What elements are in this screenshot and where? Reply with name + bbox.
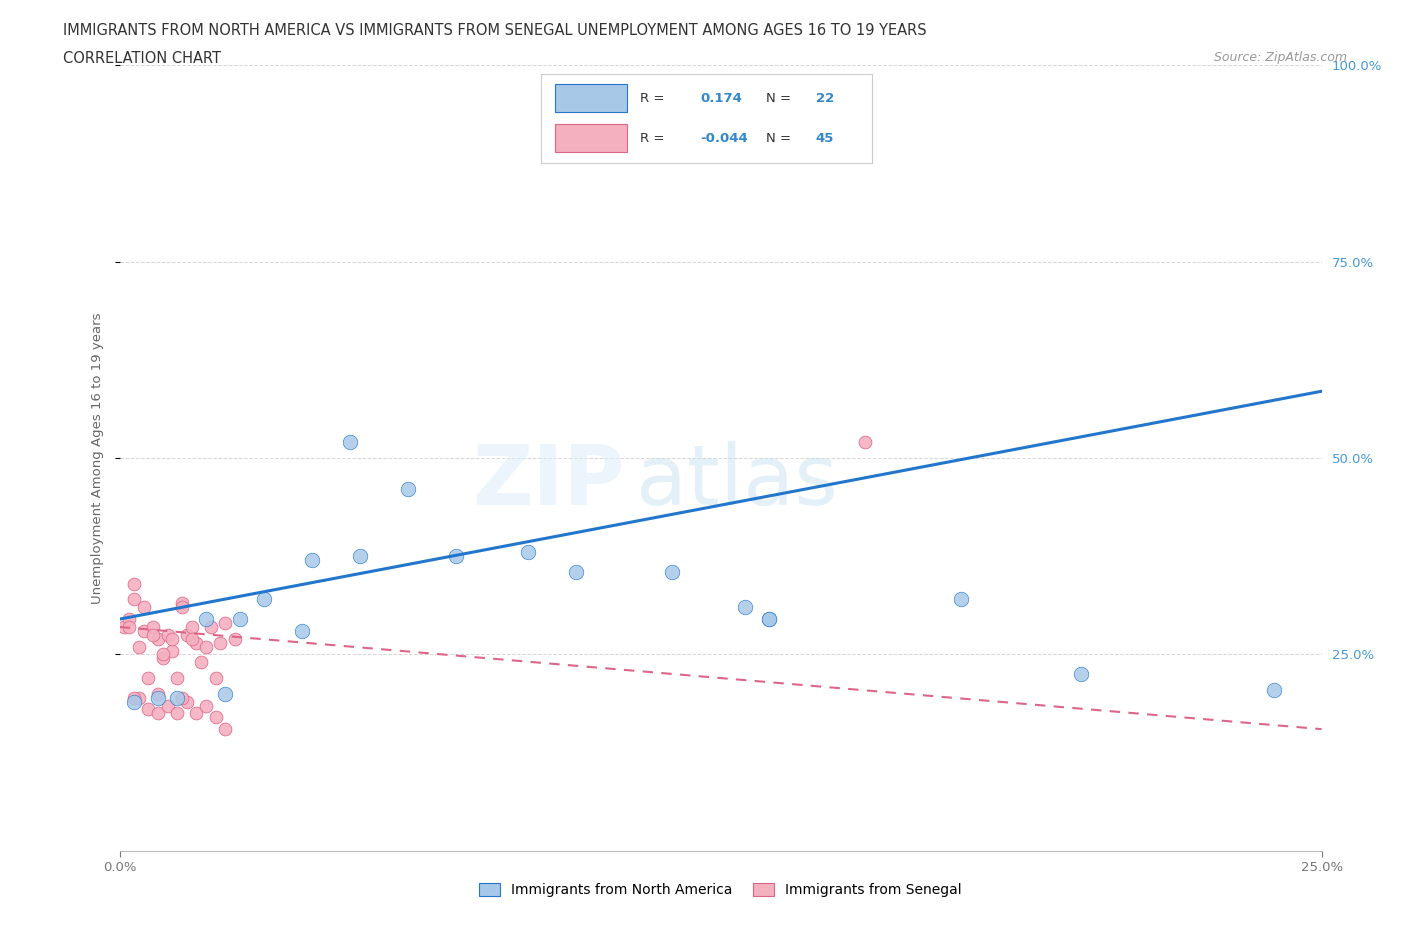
Text: Source: ZipAtlas.com: Source: ZipAtlas.com xyxy=(1213,51,1347,64)
Point xyxy=(132,600,155,615)
FancyBboxPatch shape xyxy=(554,124,627,153)
Point xyxy=(142,628,165,643)
Text: R =: R = xyxy=(641,92,665,105)
Point xyxy=(118,612,141,627)
Point xyxy=(186,706,208,721)
Text: IMMIGRANTS FROM NORTH AMERICA VS IMMIGRANTS FROM SENEGAL UNEMPLOYMENT AMONG AGES: IMMIGRANTS FROM NORTH AMERICA VS IMMIGRA… xyxy=(63,23,927,38)
Point xyxy=(1070,667,1092,682)
Point xyxy=(195,639,218,654)
Point xyxy=(142,619,165,634)
Point xyxy=(444,549,467,564)
Point xyxy=(214,722,236,737)
Point xyxy=(122,577,145,591)
Point xyxy=(138,702,160,717)
Legend: Immigrants from North America, Immigrants from Senegal: Immigrants from North America, Immigrant… xyxy=(474,877,967,903)
Point xyxy=(180,619,202,634)
Point xyxy=(176,694,198,709)
Point xyxy=(853,435,876,450)
Point xyxy=(195,698,218,713)
Point xyxy=(758,612,780,627)
Text: atlas: atlas xyxy=(637,441,838,522)
Point xyxy=(1263,683,1285,698)
Point xyxy=(146,631,169,646)
Point xyxy=(349,549,371,564)
Point xyxy=(758,612,780,627)
Point xyxy=(166,671,188,685)
Y-axis label: Unemployment Among Ages 16 to 19 years: Unemployment Among Ages 16 to 19 years xyxy=(90,312,104,604)
Point xyxy=(122,690,145,705)
Point xyxy=(166,706,188,721)
Point xyxy=(734,600,756,615)
Point xyxy=(214,616,236,631)
Point xyxy=(396,482,419,497)
Point xyxy=(156,698,179,713)
Point xyxy=(176,628,198,643)
Text: CORRELATION CHART: CORRELATION CHART xyxy=(63,51,221,66)
Point xyxy=(209,635,232,650)
Point xyxy=(253,592,276,607)
Point xyxy=(146,706,169,721)
Point xyxy=(565,565,588,579)
Text: 0.174: 0.174 xyxy=(700,92,742,105)
Point xyxy=(170,600,193,615)
Point xyxy=(949,592,972,607)
Point xyxy=(186,635,208,650)
Text: 22: 22 xyxy=(815,92,834,105)
Text: N =: N = xyxy=(766,92,792,105)
Point xyxy=(661,565,683,579)
Point xyxy=(132,623,155,638)
Text: R =: R = xyxy=(641,131,665,144)
Point xyxy=(204,671,226,685)
Point xyxy=(152,647,174,662)
Point xyxy=(170,596,193,611)
Point xyxy=(138,671,160,685)
Point xyxy=(339,435,361,450)
Point xyxy=(156,628,179,643)
Point xyxy=(146,690,169,705)
Point xyxy=(128,690,150,705)
Point xyxy=(200,619,222,634)
Point xyxy=(195,612,218,627)
Point xyxy=(122,592,145,607)
Point xyxy=(122,694,145,709)
Point xyxy=(146,686,169,701)
Point xyxy=(517,545,540,560)
Text: ZIP: ZIP xyxy=(472,441,624,522)
Point xyxy=(214,686,236,701)
Text: 45: 45 xyxy=(815,131,834,144)
Point xyxy=(228,612,252,627)
Point xyxy=(224,631,246,646)
Point xyxy=(118,619,141,634)
Point xyxy=(112,619,135,634)
FancyBboxPatch shape xyxy=(554,84,627,113)
Point xyxy=(166,690,188,705)
Text: N =: N = xyxy=(766,131,792,144)
Point xyxy=(170,690,193,705)
Point xyxy=(180,631,202,646)
Point xyxy=(152,651,174,666)
Point xyxy=(162,644,184,658)
Point xyxy=(190,655,212,670)
Point xyxy=(291,623,314,638)
Text: -0.044: -0.044 xyxy=(700,131,748,144)
Point xyxy=(204,710,226,724)
Point xyxy=(128,639,150,654)
Point xyxy=(162,631,184,646)
Point xyxy=(301,552,323,567)
